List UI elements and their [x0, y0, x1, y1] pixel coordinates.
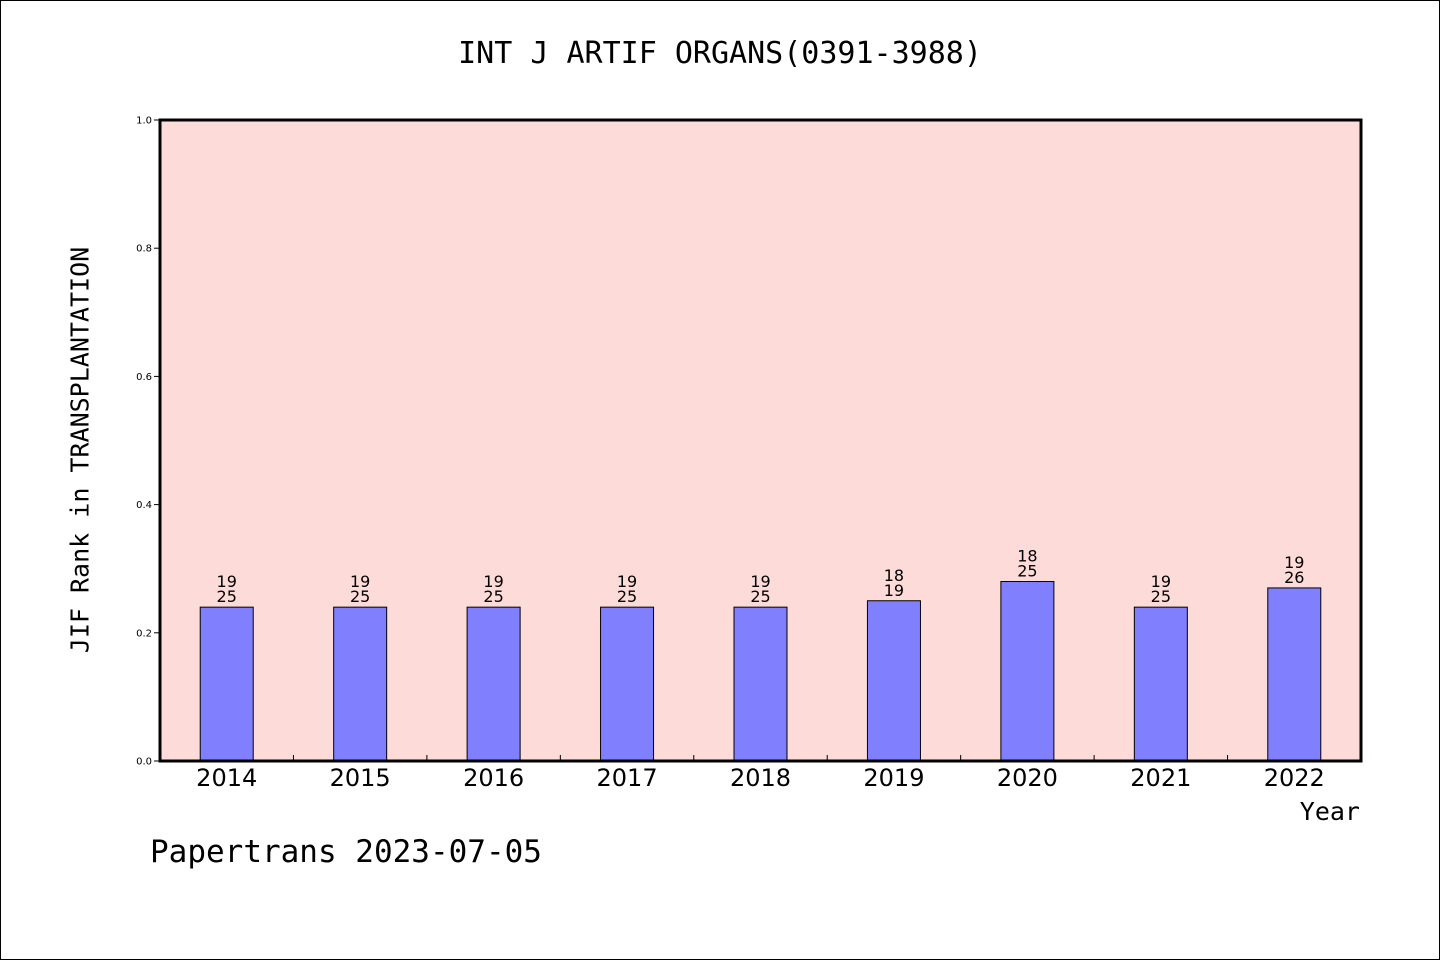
- x-tick-label: 2014: [196, 764, 257, 792]
- x-tick-label: 2021: [1130, 764, 1191, 792]
- x-tick-label: 2016: [463, 764, 524, 792]
- bar: [600, 606, 655, 762]
- x-tick-label: 2019: [863, 764, 924, 792]
- bar-total-label: 25: [617, 587, 637, 606]
- chart-title: INT J ARTIF ORGANS(0391-3988): [458, 36, 982, 71]
- bar: [1267, 587, 1322, 762]
- bar-total-label: 19: [884, 581, 904, 600]
- bar-total-label: 25: [350, 587, 370, 606]
- bar-rank-label: 19: [750, 572, 770, 591]
- footer-credit: Papertrans 2023-07-05: [150, 834, 542, 870]
- bar: [733, 606, 788, 762]
- bar: [866, 600, 921, 762]
- bar-rank-label: 19: [617, 572, 637, 591]
- y-tick-label: 1.0: [136, 116, 152, 127]
- bar-total-label: 25: [217, 587, 237, 606]
- bar-total-label: 25: [1151, 587, 1171, 606]
- bar: [333, 606, 388, 762]
- bar-rank-label: 19: [1151, 572, 1171, 591]
- x-tick-label: 2015: [330, 764, 391, 792]
- bar: [1133, 606, 1188, 762]
- x-tick-label: 2020: [997, 764, 1058, 792]
- y-tick-label: 0.2: [136, 628, 152, 639]
- y-tick-label: 0.6: [136, 372, 152, 383]
- bar-total-label: 25: [1017, 562, 1037, 581]
- x-axis-label: Year: [1299, 797, 1360, 826]
- bar: [199, 606, 254, 762]
- y-tick-label: 0.0: [136, 757, 152, 768]
- x-tick-label: 2018: [730, 764, 791, 792]
- bar-rank-label: 19: [350, 572, 370, 591]
- y-tick-label: 0.4: [136, 500, 152, 511]
- bar-rank-label: 18: [884, 566, 904, 585]
- bar-rank-label: 19: [483, 572, 503, 591]
- bar-rank-label: 18: [1017, 547, 1037, 566]
- bar-total-label: 25: [483, 587, 503, 606]
- bar: [466, 606, 521, 762]
- bar: [1000, 581, 1055, 762]
- x-tick-label: 2017: [597, 764, 658, 792]
- bar-rank-label: 19: [217, 572, 237, 591]
- bar-rank-label: 19: [1284, 553, 1304, 572]
- bar-total-label: 25: [750, 587, 770, 606]
- bar-total-label: 26: [1284, 568, 1304, 587]
- y-tick-label: 0.8: [136, 244, 152, 255]
- x-tick-label: 2022: [1264, 764, 1325, 792]
- plot-border: [158, 118, 1363, 763]
